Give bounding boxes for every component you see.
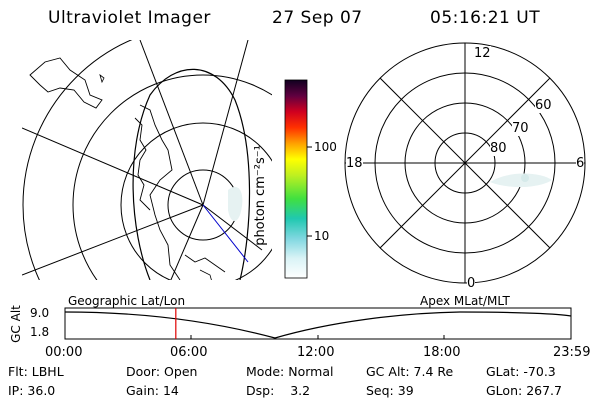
footer-dsp: Dsp: 3.2 (246, 383, 311, 398)
footer-flt: Flt: LBHL (8, 364, 64, 379)
timeline-xtick-0: 00:00 (45, 345, 83, 360)
timeline-left-label: Geographic Lat/Lon (68, 294, 186, 308)
colorbar-unit-label: photon cm⁻²s⁻¹ (252, 145, 268, 246)
time-label: 05:16:21 UT (430, 8, 541, 28)
instrument-title: Ultraviolet Imager (48, 8, 211, 28)
map-lon-line (22, 204, 204, 276)
footer-door: Door: Open (126, 364, 198, 379)
timeline-xtick-2: 12:00 (297, 345, 335, 360)
footer-seq: Seq: 39 (366, 383, 414, 398)
colorbar-tick-10: 10 (314, 229, 330, 243)
map-lon-line (170, 204, 204, 280)
timeline-xtick-1: 06:00 (170, 345, 208, 360)
mlt-label-12: 12 (474, 46, 491, 61)
timeline-axis-label: GC Alt (8, 305, 23, 343)
orbit-track (202, 204, 249, 263)
map-lat-circle (167, 169, 239, 241)
mlt-label-0: 0 (467, 276, 476, 291)
timeline-ytick-top: 9.0 (30, 306, 50, 320)
map-lat-circle (22, 40, 133, 280)
mlat-label-70: 70 (512, 121, 529, 136)
footer-mode: Mode: Normal (246, 364, 334, 379)
mlt-label-18: 18 (346, 156, 363, 171)
timeline-ytick-bottom: 1.8 (30, 325, 50, 339)
timeline-xtick-3: 18:00 (423, 345, 461, 360)
footer-glon: GLon: 267.7 (486, 383, 562, 398)
map-lon-line (139, 40, 204, 206)
map-lon-line (202, 40, 249, 206)
footer-gain: Gain: 14 (126, 383, 179, 398)
date-label: 27 Sep 07 (272, 8, 363, 28)
mlat-label-80: 80 (490, 141, 507, 156)
timeline-right-label: Apex MLat/MLT (420, 294, 510, 308)
colorbar-tick-100: 100 (314, 140, 337, 154)
timeline-xtick-4: 23:59 (553, 345, 591, 360)
mlt-label-6: 6 (576, 156, 585, 171)
footer-gc-alt: GC Alt: 7.4 Re (366, 364, 454, 379)
mlat-label-60: 60 (535, 98, 552, 113)
footer-glat: GLat: -70.3 (486, 364, 556, 379)
map-lon-line (22, 127, 204, 206)
footer-ip: IP: 36.0 (8, 383, 56, 398)
